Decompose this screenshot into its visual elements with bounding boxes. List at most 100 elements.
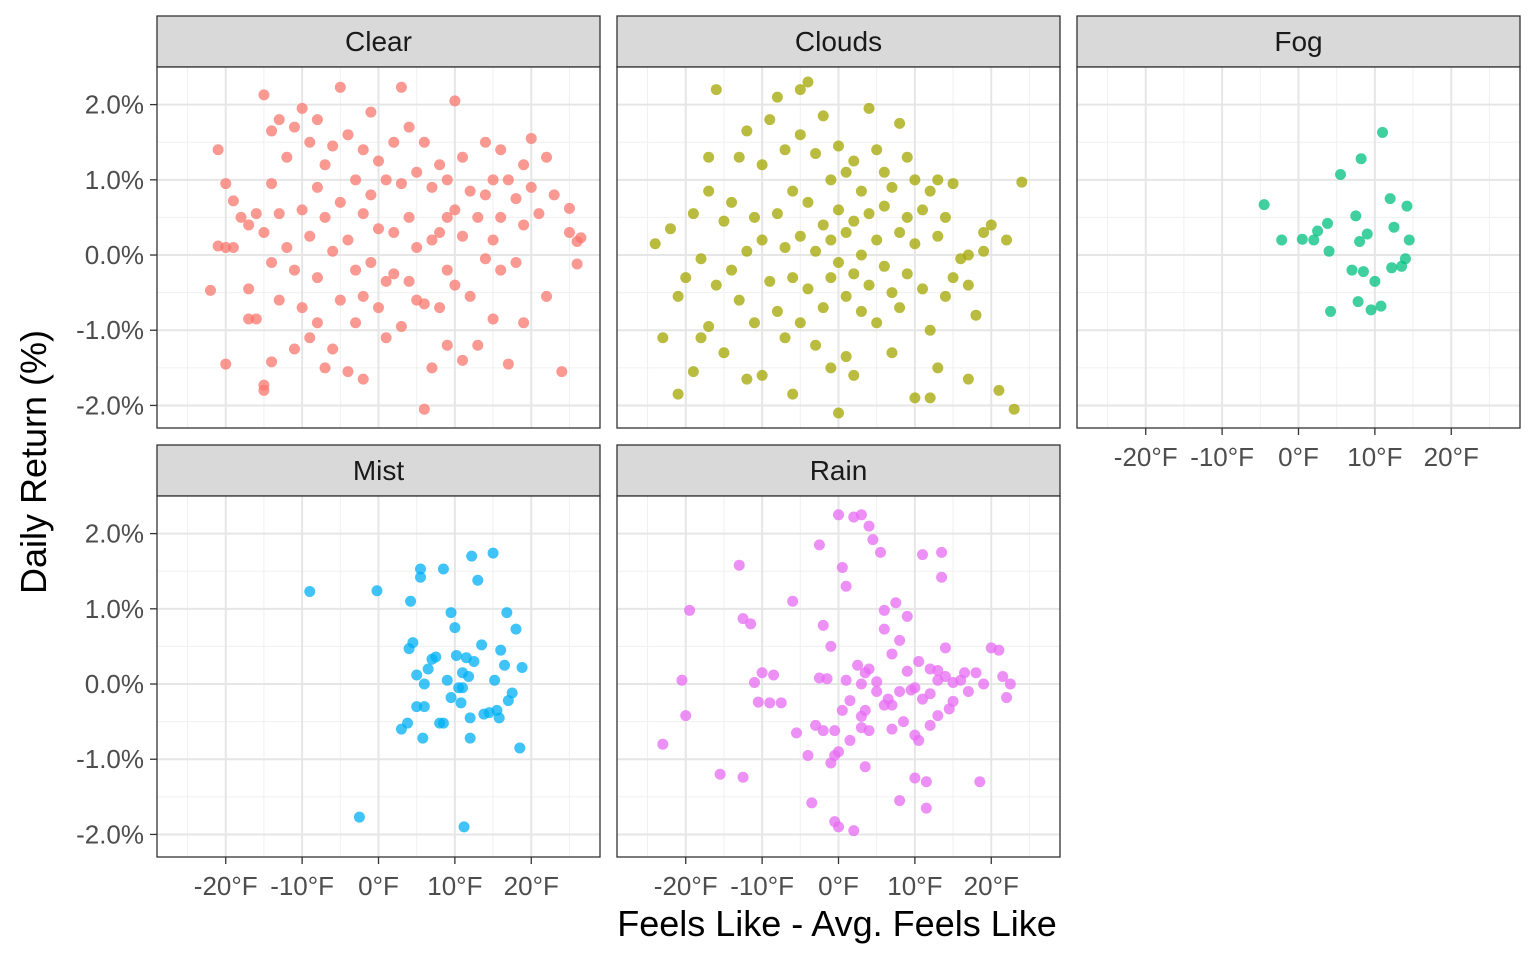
scatter-point <box>273 208 285 220</box>
scatter-point <box>388 136 400 148</box>
scatter-point <box>745 618 757 630</box>
scatter-point <box>1354 235 1366 247</box>
scatter-point <box>1312 225 1324 237</box>
x-tick-label: 10°F <box>887 871 942 901</box>
scatter-point <box>859 704 871 716</box>
scatter-point <box>844 695 856 707</box>
scatter-point <box>833 140 844 152</box>
scatter-point <box>684 604 696 616</box>
scatter-point <box>917 283 929 295</box>
scatter-point <box>464 732 476 744</box>
scatter-point <box>365 106 377 118</box>
scatter-point <box>764 275 776 287</box>
scatter-point <box>510 623 522 635</box>
scatter-point <box>304 230 316 242</box>
scatter-point <box>350 317 362 329</box>
panel-border <box>616 66 1061 429</box>
scatter-point <box>871 686 883 698</box>
scatter-point <box>840 290 852 302</box>
y-tick-label: -2.0% <box>76 819 144 849</box>
scatter-point <box>266 125 278 137</box>
scatter-point <box>680 710 692 722</box>
scatter-point <box>794 84 806 96</box>
y-tick-label: -2.0% <box>76 390 144 420</box>
scatter-point <box>380 275 392 287</box>
scatter-point <box>319 362 331 374</box>
scatter-point <box>817 725 829 737</box>
x-tick-label: -20°F <box>194 871 258 901</box>
x-tick-label: 10°F <box>1347 442 1402 472</box>
scatter-point <box>220 178 232 190</box>
scatter-point <box>450 649 462 661</box>
scatter-point <box>863 663 875 675</box>
scatter-point <box>373 223 384 235</box>
scatter-point <box>901 665 913 677</box>
scatter-point <box>855 185 867 197</box>
scatter-point <box>825 362 837 374</box>
scatter-point <box>437 717 449 729</box>
scatter-point <box>886 287 898 299</box>
scatter-point <box>495 144 507 156</box>
scatter-point <box>924 324 936 336</box>
scatter-point <box>756 369 768 381</box>
scatter-point <box>311 317 323 329</box>
scatter-point <box>913 655 925 667</box>
scatter-point <box>266 178 278 190</box>
scatter-point <box>855 678 867 690</box>
scatter-point <box>464 290 476 302</box>
scatter-point <box>718 215 730 227</box>
scatter-point <box>897 716 909 728</box>
scatter-point <box>243 219 255 231</box>
scatter-point <box>833 407 844 419</box>
scatter-point <box>541 290 553 302</box>
scatter-point <box>817 619 829 631</box>
scatter-point <box>458 821 470 833</box>
scatter-point <box>466 550 478 562</box>
scatter-point <box>525 132 537 144</box>
facet-strip <box>616 444 1061 497</box>
scatter-point <box>411 166 423 178</box>
scatter-point <box>227 242 239 253</box>
scatter-point <box>350 264 362 276</box>
scatter-point <box>380 332 392 344</box>
scatter-point <box>457 230 469 242</box>
scatter-point <box>714 768 726 780</box>
scatter-point <box>1001 692 1013 704</box>
scatter-point <box>771 208 783 220</box>
scatter-point <box>556 366 568 378</box>
scatter-point <box>434 159 446 171</box>
scatter-point <box>741 245 753 257</box>
facet-strip <box>156 444 601 497</box>
scatter-point <box>418 136 430 148</box>
scatter-point <box>924 688 936 700</box>
scatter-point <box>1361 228 1373 240</box>
scatter-point <box>395 320 407 332</box>
scatter-point <box>288 264 300 276</box>
scatter-point <box>917 549 929 561</box>
scatter-point <box>258 89 270 101</box>
scatter-point <box>288 121 300 133</box>
scatter-point <box>920 776 932 788</box>
scatter-point <box>281 151 293 163</box>
scatter-point <box>499 659 511 671</box>
scatter-point <box>939 290 951 302</box>
scatter-point <box>970 309 982 321</box>
scatter-point <box>962 279 974 291</box>
scatter-point <box>407 637 419 649</box>
scatter-point <box>741 373 753 385</box>
scatter-point <box>502 358 514 370</box>
scatter-point <box>434 226 446 238</box>
scatter-point <box>441 211 453 223</box>
scatter-point <box>334 81 346 93</box>
scatter-point <box>924 185 936 197</box>
scatter-point <box>575 232 587 244</box>
scatter-point <box>802 196 814 208</box>
scatter-point <box>415 563 427 575</box>
scatter-point <box>687 208 699 220</box>
x-tick-label: -10°F <box>270 871 334 901</box>
scatter-point <box>844 734 856 746</box>
scatter-point <box>680 272 692 284</box>
scatter-point <box>890 597 902 609</box>
scatter-point <box>563 202 575 214</box>
